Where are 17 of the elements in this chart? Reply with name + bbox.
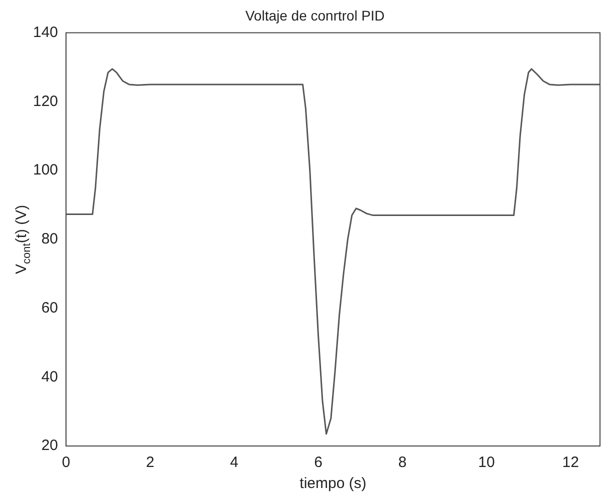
- x-tick-label: 12: [562, 454, 579, 472]
- x-axis-title: tiempo (s): [300, 475, 366, 492]
- y-tick-label: 40: [41, 368, 58, 386]
- x-tick-label: 4: [230, 454, 238, 472]
- x-tick-label: 10: [478, 454, 495, 472]
- y-tick-label: 120: [32, 92, 58, 110]
- y-axis-title: Vcont(t) (V): [13, 204, 34, 274]
- y-tick-label: 100: [32, 162, 58, 179]
- x-tick-label: 6: [314, 454, 322, 472]
- y-tick-label: 80: [41, 230, 58, 248]
- x-tick-label: 0: [62, 454, 70, 472]
- x-tick-label: 2: [146, 454, 154, 472]
- chart-title: Voltaje de conrtrol PID: [245, 7, 385, 24]
- y-tick-label: 60: [41, 299, 58, 316]
- y-tick-label: 140: [32, 24, 58, 41]
- x-tick-label: 8: [398, 454, 407, 472]
- y-tick-label: 20: [41, 437, 58, 454]
